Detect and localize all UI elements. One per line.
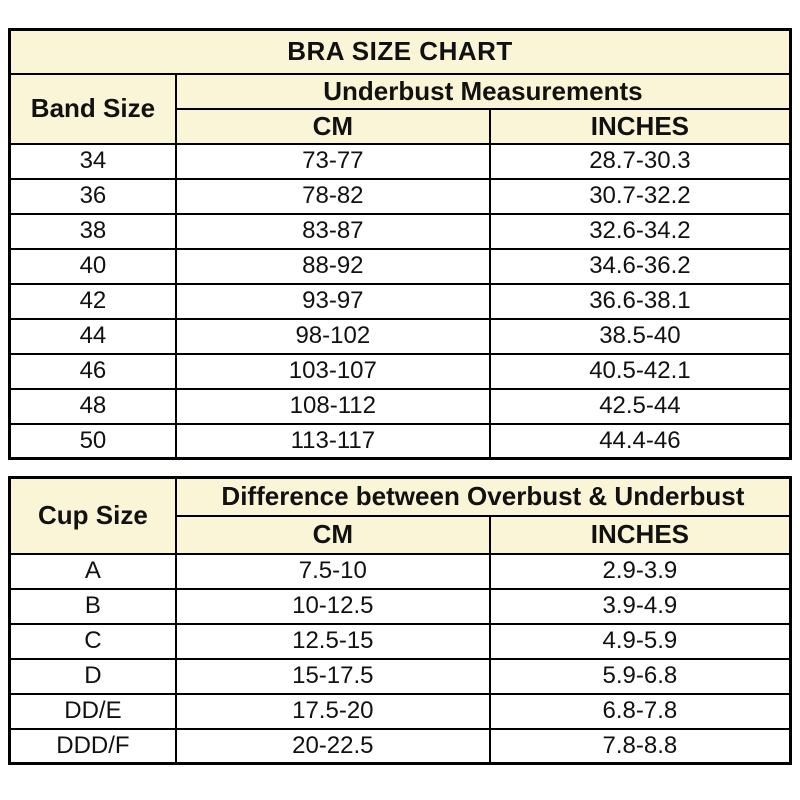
band-cm-cell: 93-97: [174, 282, 491, 320]
band-size-cell: 42: [8, 282, 177, 320]
cup-cm-cell: 15-17.5: [174, 657, 491, 695]
cup-inches-cell: 6.8-7.8: [488, 692, 792, 730]
band-inches-column-header: INCHES: [488, 107, 792, 145]
band-size-cell: 34: [8, 142, 177, 180]
cup-subheader-row: CM INCHES: [10, 514, 792, 555]
band-size-cell: 50: [8, 422, 177, 460]
band-size-cell: 46: [8, 352, 177, 390]
table-row: 50 113-117 44.4-46: [8, 422, 792, 460]
underbust-measurements-header: Underbust Measurements: [174, 72, 792, 110]
band-size-header: Band Size: [8, 72, 177, 145]
band-size-cell: 44: [8, 317, 177, 355]
band-size-cell: 36: [8, 177, 177, 215]
cup-size-cell: A: [8, 552, 177, 590]
band-cm-cell: 83-87: [174, 212, 491, 250]
cup-cm-column-header: CM: [174, 514, 491, 555]
table-row: D 15-17.5 5.9-6.8: [8, 657, 792, 695]
table-row: 46 103-107 40.5-42.1: [8, 352, 792, 390]
band-inches-cell: 36.6-38.1: [488, 282, 792, 320]
band-cm-cell: 78-82: [174, 177, 491, 215]
cup-size-cell: C: [8, 622, 177, 660]
table-row: 36 78-82 30.7-32.2: [8, 177, 792, 215]
table-row: B 10-12.5 3.9-4.9: [8, 587, 792, 625]
table-row: 34 73-77 28.7-30.3: [8, 142, 792, 180]
band-size-rows: 34 73-77 28.7-30.3 36 78-82 30.7-32.2 38 83-87 3…: [8, 142, 792, 460]
band-size-cell: 48: [8, 387, 177, 425]
band-cm-cell: 103-107: [174, 352, 491, 390]
table-gap: [8, 460, 792, 476]
band-inches-cell: 28.7-30.3: [488, 142, 792, 180]
band-inches-cell: 34.6-36.2: [488, 247, 792, 285]
table-row: A 7.5-10 2.9-3.9: [8, 552, 792, 590]
band-cm-cell: 98-102: [174, 317, 491, 355]
table-row: 48 108-112 42.5-44: [8, 387, 792, 425]
band-inches-cell: 30.7-32.2: [488, 177, 792, 215]
band-inches-cell: 42.5-44: [488, 387, 792, 425]
band-header-row: Band Size Underbust Measurements: [8, 72, 792, 145]
cup-cm-cell: 20-22.5: [174, 727, 491, 765]
cup-size-cell: DD/E: [8, 692, 177, 730]
cup-cm-cell: 17.5-20: [174, 692, 491, 730]
cup-size-rows: A 7.5-10 2.9-3.9 B 10-12.5 3.9-4.9 C 12.5-15 4.9…: [8, 552, 792, 765]
cup-inches-cell: 5.9-6.8: [488, 657, 792, 695]
band-inches-cell: 32.6-34.2: [488, 212, 792, 250]
band-cm-cell: 73-77: [174, 142, 491, 180]
cup-size-table: Cup Size Difference between Overbust & U…: [8, 476, 792, 765]
cup-cm-cell: 10-12.5: [174, 587, 491, 625]
cup-header-row: Cup Size Difference between Overbust & U…: [8, 476, 792, 555]
cup-inches-cell: 2.9-3.9: [488, 552, 792, 590]
cup-inches-cell: 3.9-4.9: [488, 587, 792, 625]
cup-size-cell: B: [8, 587, 177, 625]
cup-size-header: Cup Size: [8, 476, 177, 555]
table-row: 44 98-102 38.5-40: [8, 317, 792, 355]
band-subheader-row: CM INCHES: [10, 107, 792, 145]
table-row: DD/E 17.5-20 6.8-7.8: [8, 692, 792, 730]
cup-inches-cell: 7.8-8.8: [488, 727, 792, 765]
difference-overbust-underbust-header: Difference between Overbust & Underbust: [174, 476, 792, 517]
band-inches-cell: 44.4-46: [488, 422, 792, 460]
band-size-table: BRA SIZE CHART Band Size Underbust Measu…: [8, 28, 792, 460]
cup-inches-column-header: INCHES: [488, 514, 792, 555]
cup-cm-cell: 12.5-15: [174, 622, 491, 660]
band-cm-cell: 88-92: [174, 247, 491, 285]
band-inches-cell: 40.5-42.1: [488, 352, 792, 390]
cup-cm-cell: 7.5-10: [174, 552, 491, 590]
band-cm-cell: 108-112: [174, 387, 491, 425]
title-row: BRA SIZE CHART: [8, 28, 792, 75]
band-inches-cell: 38.5-40: [488, 317, 792, 355]
table-row: 42 93-97 36.6-38.1: [8, 282, 792, 320]
table-row: DDD/F 20-22.5 7.8-8.8: [8, 727, 792, 765]
table-row: 38 83-87 32.6-34.2: [8, 212, 792, 250]
page: BRA SIZE CHART Band Size Underbust Measu…: [8, 28, 792, 765]
table-row: 40 88-92 34.6-36.2: [8, 247, 792, 285]
band-cm-cell: 113-117: [174, 422, 491, 460]
table-row: C 12.5-15 4.9-5.9: [8, 622, 792, 660]
band-cm-column-header: CM: [174, 107, 491, 145]
band-size-cell: 38: [8, 212, 177, 250]
chart-title: BRA SIZE CHART: [8, 28, 792, 75]
cup-size-cell: D: [8, 657, 177, 695]
cup-inches-cell: 4.9-5.9: [488, 622, 792, 660]
band-size-cell: 40: [8, 247, 177, 285]
cup-size-cell: DDD/F: [8, 727, 177, 765]
